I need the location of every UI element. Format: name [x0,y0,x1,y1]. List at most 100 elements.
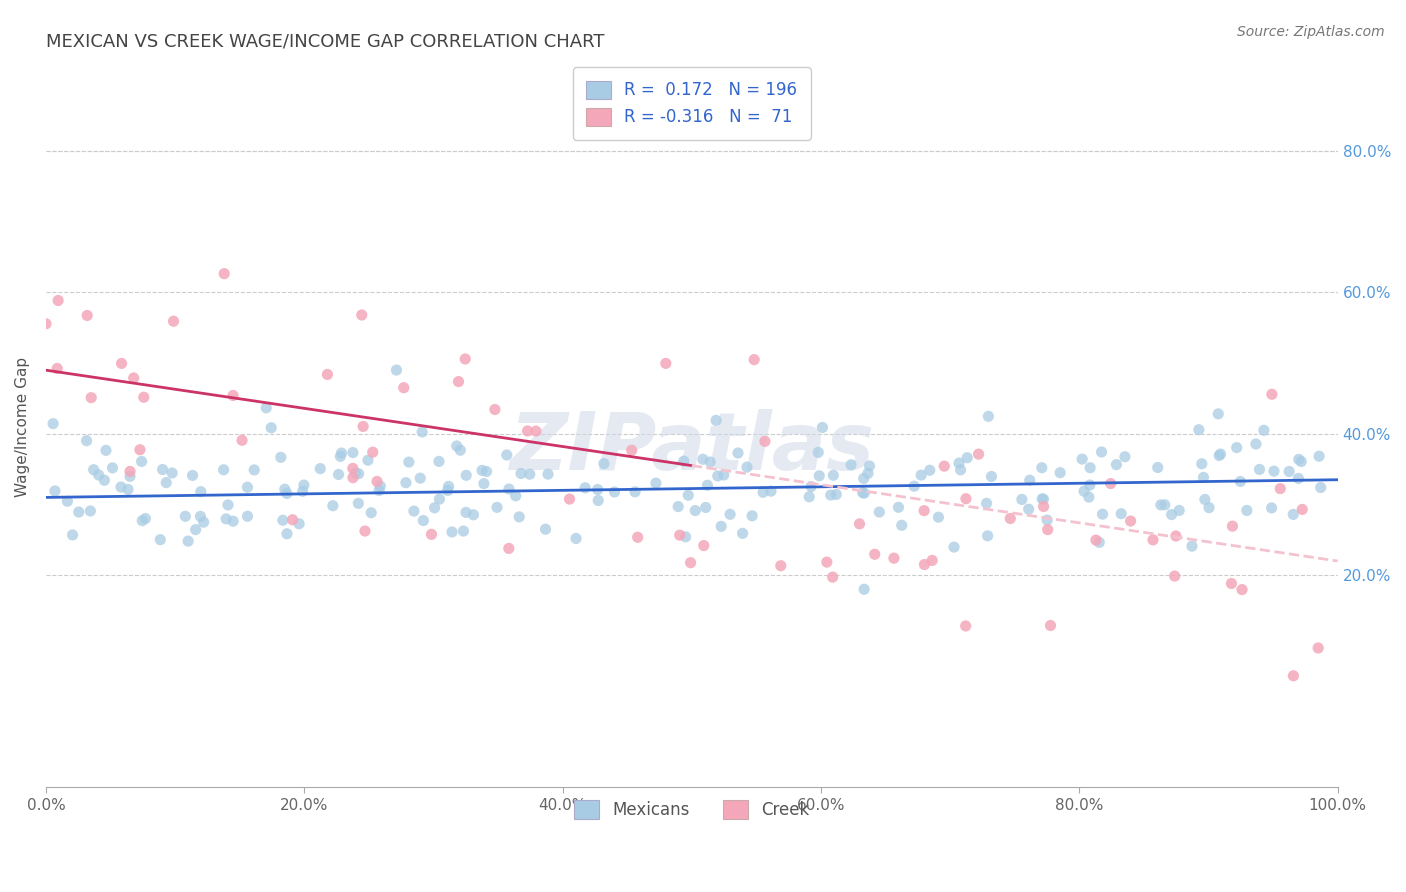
Point [519,467,541,482]
Point [117,483,139,497]
Point [260,421,283,435]
Point [76,309,98,323]
Point [1270,482,1292,496]
Point [1278,465,1301,479]
Point [1031,460,1053,475]
Point [495,448,517,462]
Point [912,503,935,517]
Point [977,409,1000,424]
Point [586,483,609,497]
Point [67,505,90,519]
Point [398,455,420,469]
Point [1222,519,1244,533]
Point [1192,470,1215,484]
Point [409,471,432,485]
Point [1078,460,1101,475]
Point [486,500,509,515]
Point [1188,423,1211,437]
Point [672,454,695,468]
Point [666,500,689,514]
Point [903,479,925,493]
Point [811,420,834,434]
Point [436,483,458,498]
Point [943,540,966,554]
Point [1164,529,1187,543]
Point [692,452,714,467]
Point [190,484,212,499]
Point [699,455,721,469]
Point [1109,507,1132,521]
Point [1191,457,1213,471]
Point [427,454,450,468]
Point [1230,582,1253,597]
Point [236,480,259,494]
Point [402,504,425,518]
Point [505,489,527,503]
Point [243,463,266,477]
Point [927,510,949,524]
Point [447,375,470,389]
Point [1018,502,1040,516]
Point [35,317,58,331]
Point [624,484,647,499]
Point [1181,539,1204,553]
Point [593,457,616,471]
Point [344,466,367,480]
Point [412,514,434,528]
Point [215,512,238,526]
Point [1142,533,1164,547]
Point [152,462,174,476]
Point [675,530,697,544]
Point [1119,514,1142,528]
Point [361,445,384,459]
Point [752,485,775,500]
Point [800,479,823,493]
Point [437,479,460,493]
Point [980,469,1002,483]
Point [129,442,152,457]
Point [1039,618,1062,632]
Point [453,524,475,538]
Point [858,458,880,473]
Point [87,468,110,483]
Point [883,551,905,566]
Point [1105,458,1128,472]
Point [856,467,879,481]
Point [322,499,344,513]
Point [446,439,468,453]
Point [132,390,155,404]
Point [754,434,776,449]
Point [627,530,650,544]
Point [1011,492,1033,507]
Point [1244,437,1267,451]
Point [1073,484,1095,499]
Point [83,463,105,477]
Point [463,508,485,522]
Point [329,450,352,464]
Point [423,500,446,515]
Point [347,496,370,510]
Point [217,498,239,512]
Point [1309,481,1331,495]
Point [181,468,204,483]
Point [868,505,890,519]
Point [342,461,364,475]
Point [281,513,304,527]
Point [558,492,581,507]
Point [222,388,245,402]
Point [472,476,495,491]
Point [1220,576,1243,591]
Point [454,505,477,519]
Point [1253,423,1275,437]
Point [149,533,172,547]
Point [212,463,235,477]
Point [449,443,471,458]
Point [456,468,478,483]
Point [316,368,339,382]
Point [368,479,391,493]
Point [1090,445,1112,459]
Point [678,488,700,502]
Point [918,463,941,477]
Point [1261,387,1284,401]
Point [1198,500,1220,515]
